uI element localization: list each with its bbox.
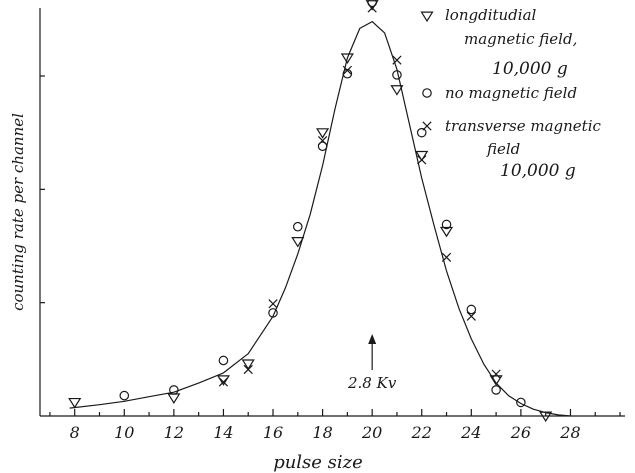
cross-stroke xyxy=(243,364,253,375)
triangle-point xyxy=(68,397,82,409)
circle-point xyxy=(416,127,427,138)
legend-label: 10,000 g xyxy=(500,161,576,181)
x-tick-label: 10 xyxy=(114,423,134,442)
circle-point xyxy=(466,304,477,315)
cross-stroke xyxy=(466,311,476,321)
fit-curve xyxy=(69,21,571,417)
circle-point xyxy=(268,308,278,318)
x-tick-label: 26 xyxy=(510,423,531,442)
cross-stroke xyxy=(392,55,402,65)
cross-stroke xyxy=(342,65,352,75)
triangle-point xyxy=(216,375,231,386)
triangle-point xyxy=(241,359,255,370)
circle-point xyxy=(422,88,432,98)
cross-stroke xyxy=(491,369,501,379)
circle-point xyxy=(292,221,303,232)
circle-point xyxy=(367,0,377,8)
cross-point xyxy=(441,252,452,262)
legend-label: no magnetic field xyxy=(445,84,577,102)
legend-label: transverse magnetic xyxy=(445,117,601,135)
cross-stroke xyxy=(367,3,377,13)
cross-stroke xyxy=(218,377,229,387)
x-tick-label: 14 xyxy=(213,423,233,442)
cross-point xyxy=(491,369,501,379)
x-tick-label: 12 xyxy=(164,423,184,442)
x-axis-label: pulse size xyxy=(273,452,363,473)
cross-point xyxy=(317,135,328,146)
circle-point xyxy=(491,385,501,395)
x-tick-label: 16 xyxy=(263,423,283,442)
x-tick-label: 18 xyxy=(312,423,332,442)
fit-curve-layer xyxy=(69,21,571,417)
legend-label: field xyxy=(486,140,520,158)
cross-point xyxy=(392,55,402,65)
circle-point xyxy=(441,219,452,230)
legend-label: magnetic field, xyxy=(464,30,577,48)
triangle-point xyxy=(291,237,305,248)
cross-stroke xyxy=(417,155,427,165)
cross-stroke xyxy=(268,299,278,309)
annotation: 2.8 Kv xyxy=(347,334,397,392)
cross-stroke xyxy=(317,135,328,146)
x-tick-label: 24 xyxy=(460,423,481,442)
legend: longditudial magnetic field, 10,000 g no ma… xyxy=(420,6,601,181)
cross-point xyxy=(367,3,377,13)
triangle-point xyxy=(439,226,454,238)
data-points-layer xyxy=(68,0,553,423)
cross-stroke xyxy=(441,252,452,262)
annotation-arrowhead xyxy=(368,334,377,344)
triangle-point xyxy=(316,128,330,139)
triangle-point xyxy=(489,375,503,386)
x-tick-labels: 8 10 12 14 16 18 20 22 24 26 28 xyxy=(70,423,581,442)
x-tick-label: 20 xyxy=(361,423,382,442)
triangle-point xyxy=(340,53,354,64)
cross-stroke xyxy=(422,121,432,131)
circle-point xyxy=(218,355,229,366)
cross-point xyxy=(417,155,427,165)
cross-point xyxy=(218,377,229,387)
y-axis-label: counting rate per channel xyxy=(9,113,27,311)
cross-point xyxy=(342,65,352,75)
circle-point xyxy=(516,397,526,408)
cross-point xyxy=(466,311,476,321)
cross-point xyxy=(243,364,253,375)
triangle-point xyxy=(390,85,404,96)
x-tick-label: 28 xyxy=(559,423,580,442)
annotation-label: 2.8 Kv xyxy=(347,374,397,392)
circle-point xyxy=(392,70,402,80)
cross-point xyxy=(268,299,278,309)
x-tick-label: 8 xyxy=(70,423,80,442)
circle-point xyxy=(169,385,179,395)
circle-point xyxy=(317,141,328,152)
triangle-point xyxy=(415,150,429,162)
triangle-point xyxy=(420,11,434,23)
cross-point xyxy=(422,121,432,131)
triangle-point xyxy=(167,393,181,404)
axes xyxy=(39,8,625,417)
legend-label: longditudial xyxy=(445,6,537,24)
legend-label: 10,000 g xyxy=(492,59,568,79)
triangle-point xyxy=(539,411,553,423)
x-tick-label: 22 xyxy=(411,423,432,442)
circle-point xyxy=(119,390,130,401)
